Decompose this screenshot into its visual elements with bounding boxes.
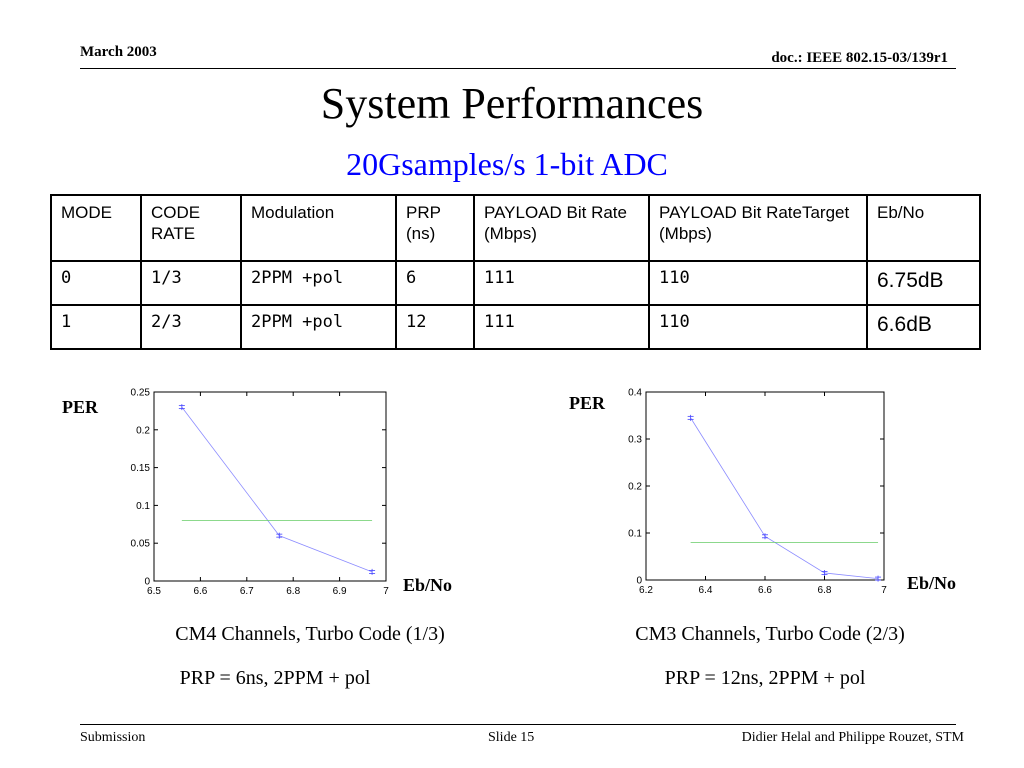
- x-tick-label: 6.4: [699, 585, 713, 596]
- data-point: [276, 532, 283, 539]
- table-cell: 1: [50, 304, 142, 350]
- table-row: 0 1/3 2PPM +pol 6 111 110 6.75dB: [50, 260, 981, 306]
- left-chart-caption: CM4 Channels, Turbo Code (1/3): [175, 623, 445, 645]
- y-tick-label: 0.2: [628, 482, 642, 493]
- data-point: [687, 414, 694, 421]
- header-doc-id: doc.: IEEE 802.15-03/139r1: [771, 50, 948, 66]
- x-tick-label: 7: [383, 586, 389, 597]
- table-header-row: MODE CODE RATE Modulation PRP (ns) PAYLO…: [50, 194, 981, 262]
- data-point: [762, 533, 768, 540]
- table-cell: 6.6dB: [866, 304, 981, 350]
- y-tick-label: 0: [636, 576, 642, 587]
- y-tick-label: 0.4: [628, 388, 642, 399]
- footer-rule: [80, 724, 956, 725]
- table-cell: 1/3: [140, 260, 242, 306]
- y-tick-label: 0.2: [136, 425, 150, 436]
- table-cell: 110: [648, 304, 868, 350]
- table-header-cell: PRP (ns): [395, 194, 475, 262]
- table-cell: 110: [648, 260, 868, 306]
- x-tick-label: 6.5: [147, 586, 161, 597]
- x-tick-label: 6.8: [286, 586, 300, 597]
- table-cell: 2PPM +pol: [240, 260, 397, 306]
- footer-slide-number: Slide 15: [488, 730, 535, 745]
- page-title: System Performances: [320, 79, 704, 128]
- table-header-cell: MODE: [50, 194, 142, 262]
- table-cell: 0: [50, 260, 142, 306]
- right-chart: 6.2 6.4 6.6 6.8 7 0 0.1 0.2 0.3 0.4: [628, 388, 887, 597]
- table-cell: 6: [395, 260, 475, 306]
- table-header-cell: PAYLOAD Bit RateTarget (Mbps): [648, 194, 868, 262]
- table-cell: 2PPM +pol: [240, 304, 397, 350]
- right-chart-xlabel: Eb/No: [907, 573, 957, 593]
- table-cell: 111: [473, 304, 650, 350]
- x-tick-label: 6.8: [818, 585, 832, 596]
- right-chart-ylabel: PER: [569, 393, 605, 413]
- x-tick-label: 7: [881, 585, 887, 596]
- left-chart-ylabel: PER: [62, 397, 98, 417]
- y-tick-label: 0.3: [628, 435, 642, 446]
- per-series-line: [181, 406, 373, 573]
- data-point: [178, 404, 185, 411]
- footer-submission: Submission: [80, 730, 146, 745]
- footer-authors: Didier Helal and Philippe Rouzet, STM: [741, 730, 964, 745]
- y-tick-label: 0.05: [131, 539, 151, 550]
- per-series-line: [690, 417, 879, 579]
- y-tick-label: 0.15: [131, 463, 151, 474]
- data-point: [369, 568, 376, 575]
- x-tick-label: 6.6: [758, 585, 772, 596]
- performance-table: MODE CODE RATE Modulation PRP (ns) PAYLO…: [50, 194, 981, 350]
- data-point: [875, 575, 882, 582]
- table-cell: 6.75dB: [866, 260, 981, 306]
- data-point: [821, 569, 828, 576]
- table-header-cell: CODE RATE: [140, 194, 242, 262]
- table-header-cell: Modulation: [240, 194, 397, 262]
- x-tick-label: 6.9: [333, 586, 347, 597]
- x-tick-label: 6.6: [193, 586, 207, 597]
- y-tick-label: 0.1: [628, 529, 642, 540]
- table-cell: 12: [395, 304, 475, 350]
- right-chart-caption: CM3 Channels, Turbo Code (2/3): [635, 623, 905, 645]
- page-subtitle: 20Gsamples/s 1-bit ADC: [346, 146, 668, 182]
- right-chart-subcaption: PRP = 12ns, 2PPM + pol: [664, 667, 866, 689]
- left-chart-xlabel: Eb/No: [403, 575, 453, 595]
- x-tick-label: 6.2: [639, 585, 653, 596]
- y-tick-label: 0.1: [136, 501, 150, 512]
- plot-frame: [153, 391, 387, 582]
- plot-frame: [645, 391, 885, 581]
- x-tick-label: 6.7: [240, 586, 254, 597]
- left-chart: 6.5 6.6 6.7 6.8 6.9 7 0 0.05 0.1 0.15 0.2 0.25: [131, 388, 390, 598]
- table-header-cell: Eb/No: [866, 194, 981, 262]
- table-cell: 111: [473, 260, 650, 306]
- header-rule: [80, 68, 956, 69]
- table-cell: 2/3: [140, 304, 242, 350]
- left-chart-subcaption: PRP = 6ns, 2PPM + pol: [179, 667, 371, 689]
- y-tick-label: 0.25: [131, 388, 151, 399]
- header-date: March 2003: [80, 44, 157, 60]
- y-tick-label: 0: [144, 577, 150, 588]
- table-row: 1 2/3 2PPM +pol 12 111 110 6.6dB: [50, 304, 981, 350]
- table-header-cell: PAYLOAD Bit Rate (Mbps): [473, 194, 650, 262]
